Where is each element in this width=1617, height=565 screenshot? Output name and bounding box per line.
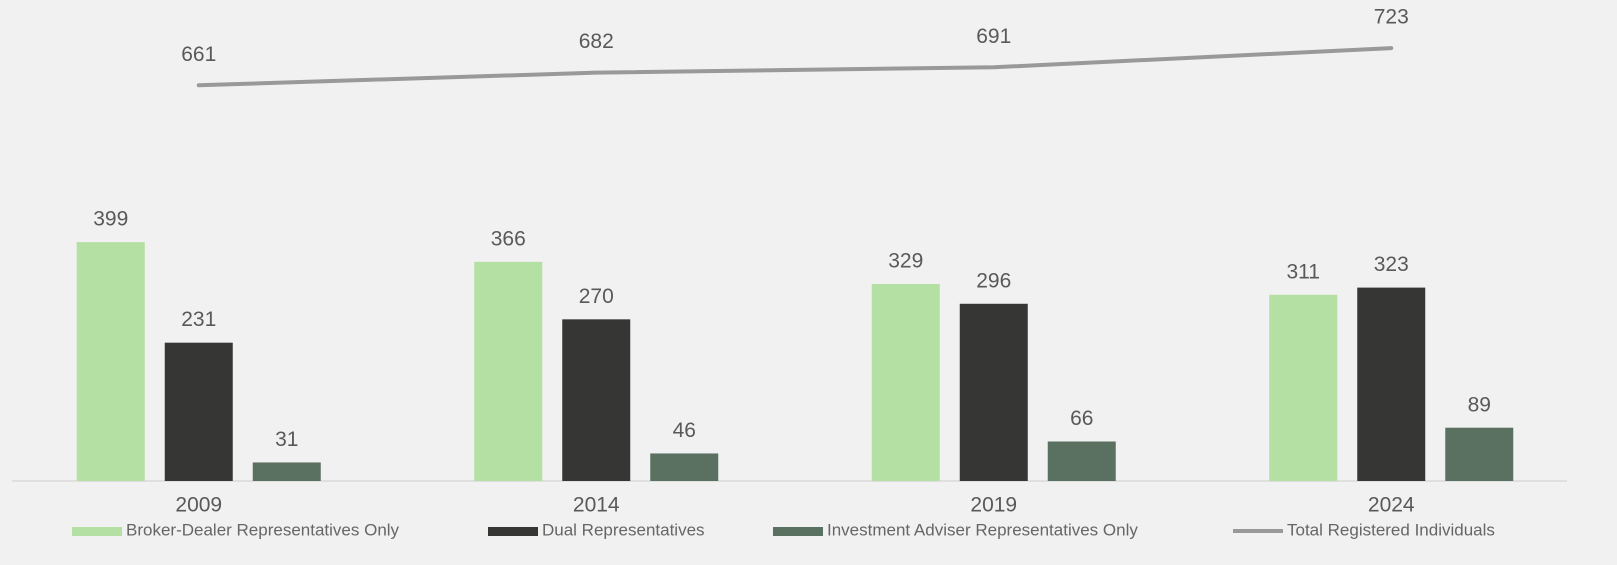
data-label: 89 [1468, 393, 1491, 416]
bar [959, 303, 1028, 481]
bar [474, 261, 543, 481]
data-label: 329 [888, 250, 923, 273]
bar [76, 242, 145, 481]
bar [252, 462, 321, 481]
data-label: 270 [579, 285, 614, 308]
x-tick-label: 2024 [1368, 494, 1415, 517]
bar [164, 342, 233, 481]
bar [1047, 441, 1116, 481]
data-label: 366 [491, 227, 526, 250]
bar [1269, 294, 1338, 481]
bar [1357, 287, 1426, 481]
data-label: 31 [275, 428, 298, 451]
x-tick-label: 2014 [573, 494, 620, 517]
bar [562, 319, 631, 481]
legend-swatch [773, 527, 823, 536]
bar [1445, 427, 1514, 481]
legend-label: Broker-Dealer Representatives Only [126, 520, 400, 539]
data-label: 723 [1374, 6, 1409, 29]
line [196, 46, 1394, 88]
legend-label: Total Registered Individuals [1287, 520, 1495, 539]
data-label: 231 [181, 308, 216, 331]
data-label: 661 [181, 43, 216, 66]
data-label: 399 [93, 208, 128, 231]
data-label: 296 [976, 269, 1011, 292]
data-label: 46 [673, 419, 696, 442]
x-tick-label: 2009 [175, 494, 222, 517]
legend-swatch [488, 527, 538, 536]
bar [650, 453, 719, 481]
data-label: 66 [1070, 407, 1093, 430]
legend-label: Dual Representatives [542, 520, 705, 539]
data-label: 311 [1287, 260, 1320, 283]
x-tick-label: 2019 [970, 494, 1017, 517]
data-label: 691 [976, 25, 1011, 48]
legend-label: Investment Adviser Representatives Only [827, 520, 1138, 539]
legend-swatch [72, 527, 122, 536]
bar [871, 284, 940, 481]
data-label: 323 [1374, 253, 1409, 276]
data-label: 682 [579, 30, 614, 53]
